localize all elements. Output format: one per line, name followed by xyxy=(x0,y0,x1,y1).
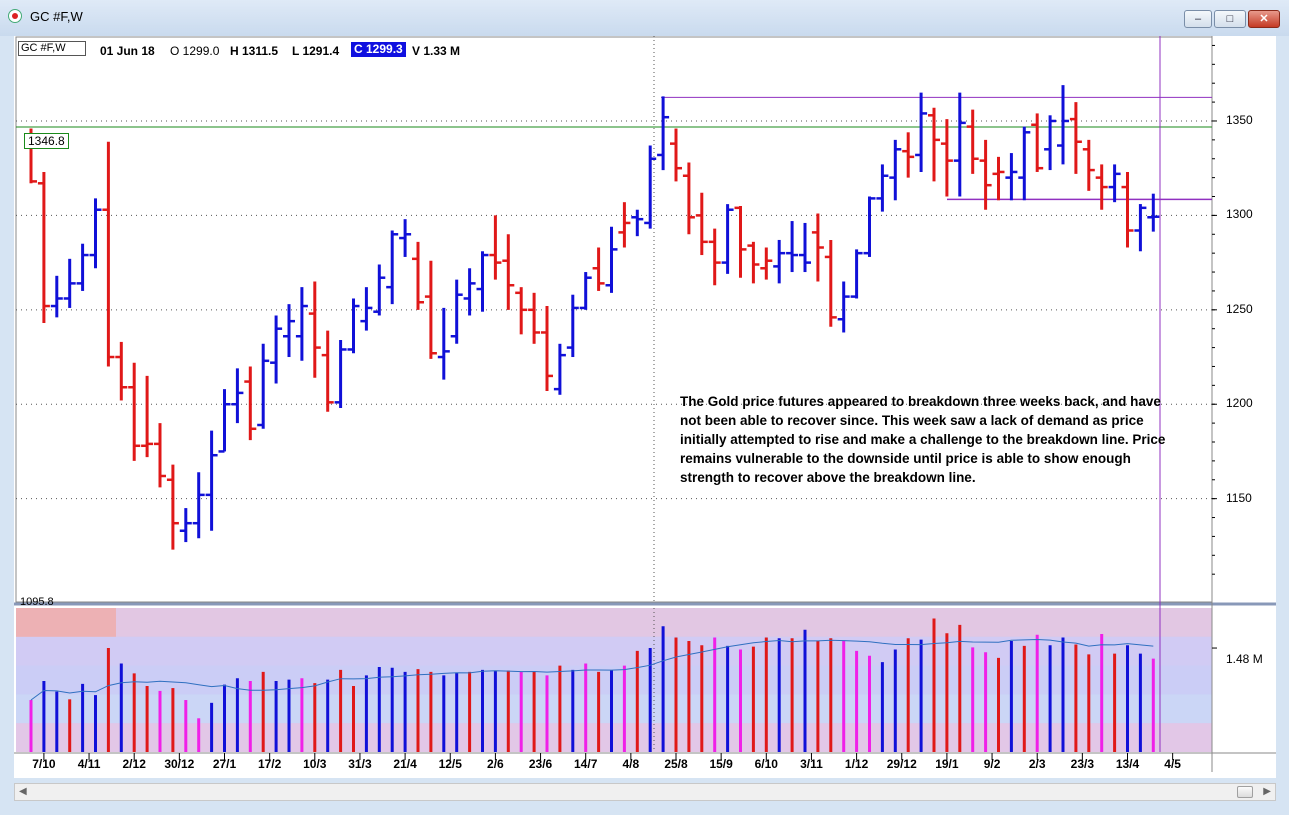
price-line-tag: 1346.8 xyxy=(24,133,69,149)
x-tick-label: 4/5 xyxy=(1164,757,1181,771)
y-tick-label: 1300 xyxy=(1226,207,1253,222)
price-low-tag: 1095.8 xyxy=(20,596,54,608)
bar-low: L 1291.4 xyxy=(292,44,340,58)
maximize-button[interactable]: □ xyxy=(1214,10,1246,28)
price-frame xyxy=(15,36,1213,603)
x-tick-label: 2/6 xyxy=(487,757,504,771)
x-tick-label: 31/3 xyxy=(348,757,372,771)
x-tick-label: 15/9 xyxy=(709,757,733,771)
close-button[interactable]: ✕ xyxy=(1248,10,1280,28)
x-tick-label: 23/3 xyxy=(1070,757,1095,771)
x-tick-label: 2/3 xyxy=(1028,757,1046,771)
minimize-button[interactable]: – xyxy=(1184,10,1212,28)
x-tick-label: 27/1 xyxy=(212,757,237,771)
x-tick-label: 9/2 xyxy=(983,757,1001,771)
x-tick-label: 7/10 xyxy=(32,757,56,771)
volume-axis-label: 1.48 M xyxy=(1226,652,1263,666)
x-tick-label: 4/8 xyxy=(622,757,640,771)
close-icon: ✕ xyxy=(1259,13,1269,25)
x-tick-label: 1/12 xyxy=(844,757,869,771)
scroll-left-icon[interactable]: ◀ xyxy=(19,786,27,797)
x-tick-label: 19/1 xyxy=(935,757,959,771)
title-bar: GC #F,W – □ ✕ xyxy=(0,0,1289,36)
minimize-icon: – xyxy=(1194,13,1202,25)
bar-close: C 1299.3 xyxy=(351,42,406,57)
volume-band xyxy=(16,608,116,637)
scrollbar-thumb[interactable] xyxy=(1237,786,1253,798)
scroll-right-icon[interactable]: ▶ xyxy=(1263,786,1271,797)
chart-area[interactable]: GC #F,W 01 Jun 18 O 1299.0 H 1311.5 L 12… xyxy=(14,36,1276,778)
volume-band xyxy=(16,636,1212,666)
x-tick-label: 23/6 xyxy=(528,757,553,771)
x-tick-label: 25/8 xyxy=(664,757,688,771)
volume-average-line xyxy=(30,638,1154,701)
horizontal-scrollbar[interactable]: ◀ ▶ xyxy=(14,783,1276,801)
volume-band xyxy=(16,608,1212,637)
x-tick-label: 13/4 xyxy=(1115,757,1140,771)
x-tick-label: 21/4 xyxy=(393,757,417,771)
x-tick-label: 14/7 xyxy=(574,757,598,771)
chart-canvas[interactable] xyxy=(14,36,1276,778)
volume-band xyxy=(16,723,1212,752)
bar-open: O 1299.0 xyxy=(170,44,220,58)
y-tick-label: 1200 xyxy=(1226,396,1253,411)
bar-volume: V 1.33 M xyxy=(412,44,461,58)
y-tick-label: 1350 xyxy=(1226,112,1253,127)
y-tick-label: 1150 xyxy=(1226,490,1252,505)
bar-date: 01 Jun 18 xyxy=(100,44,155,58)
x-tick-label: 3/11 xyxy=(800,757,823,771)
x-tick-label: 6/10 xyxy=(754,757,778,771)
x-tick-label: 4/11 xyxy=(77,757,101,771)
x-tick-label: 2/12 xyxy=(122,757,146,771)
x-tick-label: 10/3 xyxy=(303,757,327,771)
volume-band xyxy=(16,694,1212,724)
bar-high: H 1311.5 xyxy=(230,44,279,58)
maximize-icon: □ xyxy=(1226,13,1234,25)
x-tick-label: 29/12 xyxy=(886,757,917,771)
x-tick-label: 17/2 xyxy=(257,757,282,771)
symbol-input[interactable]: GC #F,W xyxy=(18,41,86,56)
x-tick-label: 12/5 xyxy=(438,757,462,771)
window-title: GC #F,W xyxy=(30,9,83,24)
x-tick-label: 30/12 xyxy=(164,757,195,771)
y-tick-label: 1250 xyxy=(1226,301,1253,316)
app-icon xyxy=(8,9,22,23)
annotation-text: The Gold price futures appeared to break… xyxy=(680,394,1166,485)
